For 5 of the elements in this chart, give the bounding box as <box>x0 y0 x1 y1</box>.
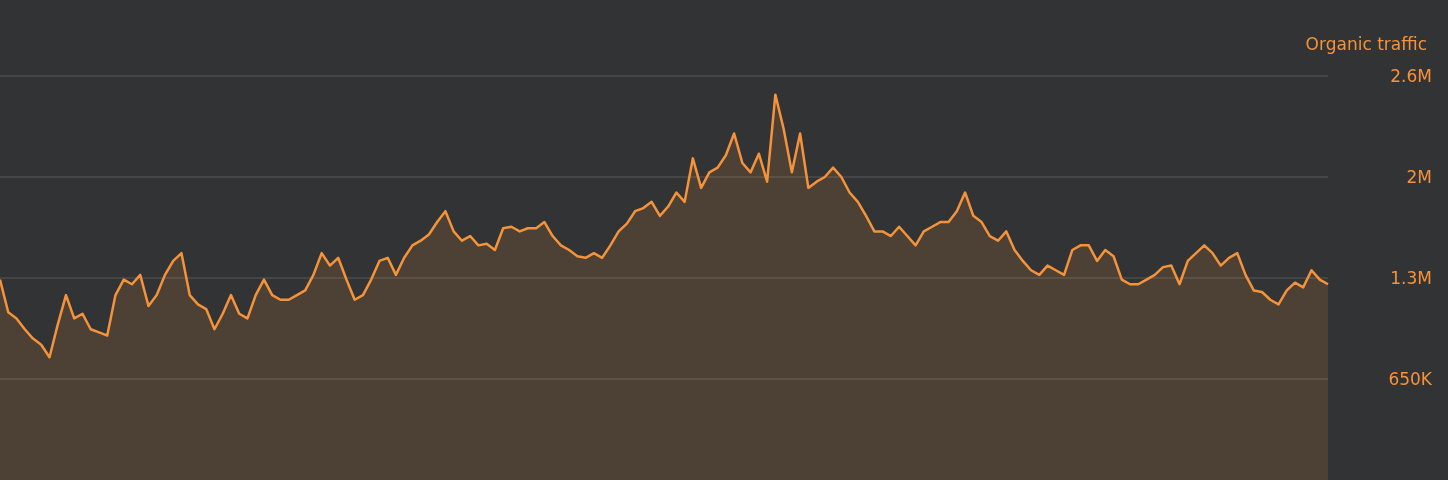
y-tick-label: 2.6M <box>1390 66 1432 86</box>
y-axis-title: Organic traffic <box>1305 33 1428 54</box>
y-tick-label: 650K <box>1388 369 1433 389</box>
y-tick-label: 2M <box>1406 167 1432 187</box>
y-tick-label: 1.3M <box>1390 268 1432 288</box>
